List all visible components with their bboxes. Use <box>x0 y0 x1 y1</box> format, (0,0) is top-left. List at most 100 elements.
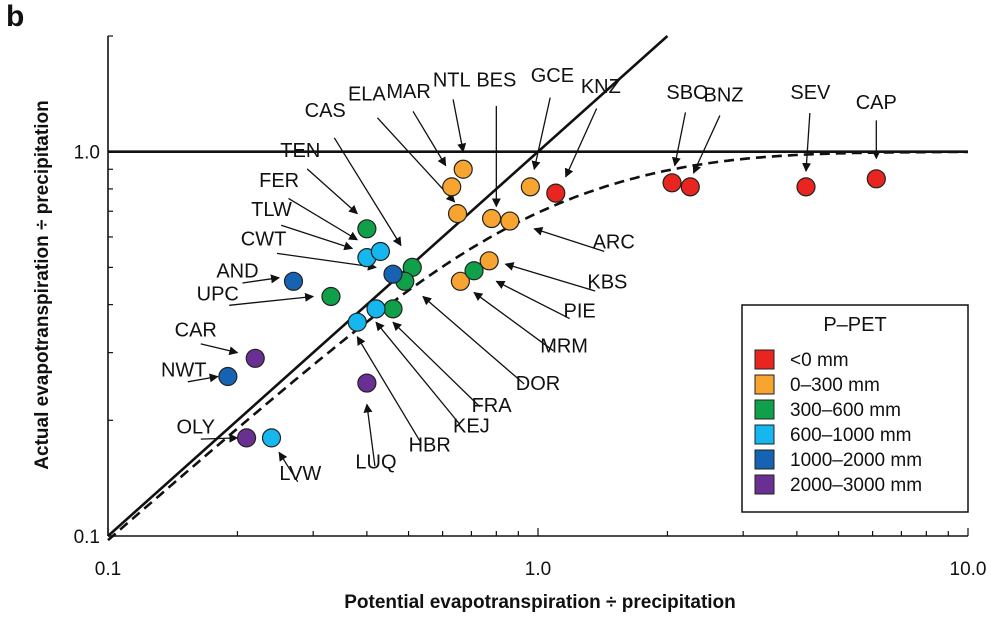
annotation-arrow <box>187 373 219 383</box>
annotation-arrow <box>392 321 481 408</box>
annotation-arrow <box>671 112 687 167</box>
legend-title: P–PET <box>823 314 886 336</box>
legend-swatch <box>754 374 775 395</box>
data-point <box>866 169 886 189</box>
legend-box <box>741 304 969 513</box>
annotation-arrow <box>242 274 281 284</box>
site-label: AND <box>216 261 258 283</box>
annotation-arrow <box>564 108 598 178</box>
site-label: MAR <box>386 81 430 103</box>
data-point <box>520 177 540 197</box>
annotation-arrow <box>229 292 315 306</box>
data-point <box>370 241 390 262</box>
site-label: NWT <box>161 360 207 382</box>
site-label: LVW <box>279 463 321 485</box>
site-label: KEJ <box>453 415 490 437</box>
site-label: KNZ <box>581 76 621 98</box>
legend-entry: <0 mm <box>790 350 849 371</box>
annotation-arrow <box>412 110 447 167</box>
legend-swatch <box>754 424 775 445</box>
annotation-arrow <box>495 280 570 320</box>
site-label: FER <box>259 170 299 192</box>
site-label: BES <box>476 69 516 91</box>
legend-entry: 300–600 mm <box>790 400 901 421</box>
site-label: ARC <box>593 231 635 253</box>
legend-swatch <box>754 349 775 370</box>
annotation-arrow <box>533 227 605 253</box>
site-label: KBS <box>587 272 627 294</box>
data-point <box>447 204 468 224</box>
annotation-arrow <box>504 262 596 292</box>
legend-swatch <box>754 449 775 470</box>
data-point <box>283 271 304 291</box>
data-point <box>662 173 682 193</box>
panel-label: b <box>6 0 24 33</box>
axes: 0.1 1.0 10.0 0.1 1.0 <box>74 35 987 580</box>
legend-entry: 1000–2000 mm <box>790 450 922 471</box>
site-label: HBR <box>409 434 451 456</box>
x-axis-title: Potential evapotranspiration ÷ precipita… <box>344 592 736 613</box>
x-tick-label: 0.1 <box>95 559 121 580</box>
budyko-curve <box>107 150 968 542</box>
site-label: MRM <box>540 336 588 358</box>
annotation-arrow <box>363 403 376 467</box>
annotation-arrow <box>375 321 461 425</box>
annotation-arrow <box>278 451 299 483</box>
data-point <box>482 208 502 229</box>
data-point <box>680 177 700 197</box>
site-label: CAS <box>305 100 346 122</box>
site-label: GCE <box>531 65 574 87</box>
annotation-arrow <box>276 252 377 271</box>
one-to-one-line <box>107 35 669 537</box>
data-point <box>546 183 566 203</box>
x-tick-label: 10.0 <box>950 559 987 580</box>
annotation-arrow <box>333 137 402 247</box>
annotation-arrow <box>200 343 239 356</box>
y-axis-title: Actual evapotranspiration ÷ precipitatio… <box>32 100 53 469</box>
data-point <box>442 177 462 197</box>
legend-swatch <box>754 474 775 495</box>
data-point <box>500 211 520 231</box>
site-label: TLW <box>251 199 292 221</box>
legend-entry: 600–1000 mm <box>790 425 911 446</box>
site-label: SBC <box>666 82 707 104</box>
data-point <box>383 299 403 319</box>
data-point <box>453 159 473 179</box>
annotation-arrow <box>473 292 554 352</box>
data-point <box>357 373 377 393</box>
site-label: BNZ <box>703 85 743 107</box>
data-point <box>236 428 257 448</box>
annotation-arrow <box>452 99 467 153</box>
data-point <box>245 348 265 368</box>
annotation-arrow <box>692 115 721 174</box>
data-point <box>479 251 499 271</box>
y-tick-label: 1.0 <box>74 143 100 164</box>
annotation-arrow <box>376 117 456 203</box>
data-point <box>218 366 238 387</box>
site-label: CAP <box>856 92 897 114</box>
data-point <box>357 219 377 239</box>
annotation-arrow <box>356 335 422 444</box>
data-point <box>383 264 403 284</box>
site-label: ELA <box>348 83 386 105</box>
site-label: TEN <box>280 140 320 162</box>
data-point <box>366 299 386 319</box>
data-point <box>347 312 367 332</box>
legend: P–PET <0 mm 0–300 mm 300–600 mm 600–1000 mm… <box>741 304 969 513</box>
data-point <box>450 271 471 291</box>
site-label: CWT <box>241 229 287 251</box>
site-label: DOR <box>516 373 560 395</box>
data-point <box>261 428 282 448</box>
annotation-arrow <box>422 295 525 385</box>
site-label: LUQ <box>355 451 396 473</box>
data-point <box>464 261 484 281</box>
annotation-arrow <box>200 433 239 443</box>
annotation-arrow <box>288 197 359 241</box>
annotation-arrow <box>531 97 551 171</box>
annotation-arrow <box>802 113 812 173</box>
data-point <box>321 286 341 307</box>
site-label: PIE <box>564 301 596 323</box>
site-label: FRA <box>472 395 513 417</box>
